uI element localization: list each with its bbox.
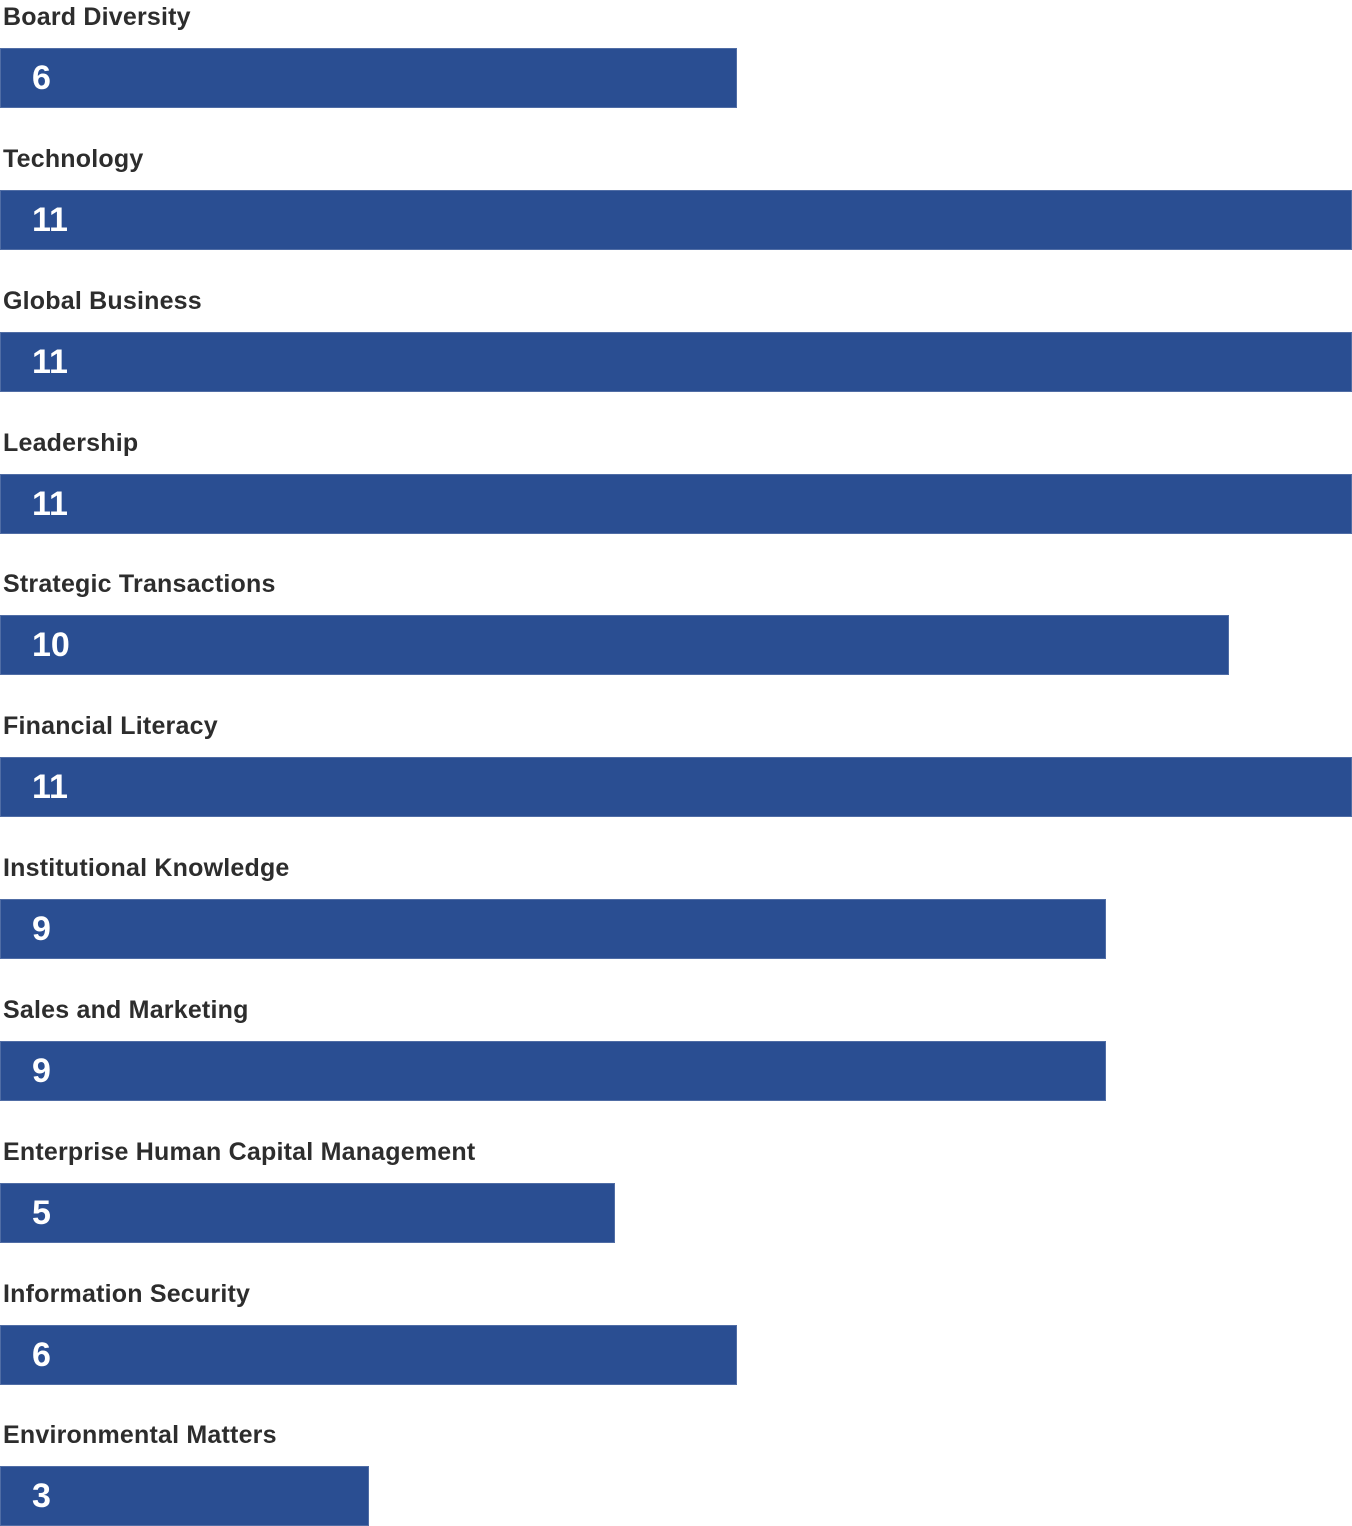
bar-value-label: 9 — [32, 1051, 51, 1090]
bar-value-label: 9 — [32, 910, 51, 949]
chart-row: Information Security 6 — [0, 1277, 1352, 1419]
category-label: Financial Literacy — [3, 712, 218, 741]
category-label: Environmental Matters — [3, 1421, 277, 1450]
category-label: Strategic Transactions — [3, 570, 276, 599]
bar: 3 — [0, 1466, 369, 1526]
bar-value-label: 11 — [32, 484, 68, 523]
bar: 5 — [0, 1182, 615, 1243]
bar-value-label: 3 — [32, 1477, 51, 1516]
chart-row: Institutional Knowledge 9 — [0, 851, 1352, 993]
category-label: Institutional Knowledge — [3, 854, 290, 883]
chart-row: Board Diversity 6 — [0, 0, 1352, 142]
category-label: Sales and Marketing — [3, 995, 249, 1024]
category-label: Leadership — [3, 428, 139, 457]
chart-row: Enterprise Human Capital Management 5 — [0, 1135, 1352, 1277]
chart-row: Environmental Matters 3 — [0, 1418, 1352, 1526]
bar: 6 — [0, 48, 738, 108]
bar-value-label: 6 — [32, 1335, 51, 1374]
chart-row: Leadership 11 — [0, 426, 1352, 568]
bar: 11 — [0, 757, 1352, 818]
category-label: Information Security — [3, 1279, 251, 1308]
category-label: Board Diversity — [3, 3, 191, 31]
bar: 9 — [0, 1040, 1107, 1101]
chart-row: Strategic Transactions 10 — [0, 567, 1352, 709]
bar-value-label: 6 — [32, 59, 51, 97]
category-label: Global Business — [3, 286, 202, 315]
bar-value-label: 5 — [32, 1193, 51, 1232]
bar: 10 — [0, 615, 1230, 676]
bar-value-label: 10 — [32, 626, 70, 665]
bar-value-label: 11 — [32, 768, 68, 807]
bar: 11 — [0, 189, 1352, 250]
category-label: Technology — [3, 144, 144, 173]
chart-row: Sales and Marketing 9 — [0, 993, 1352, 1135]
bar-value-label: 11 — [32, 200, 68, 239]
category-label: Enterprise Human Capital Management — [3, 1137, 476, 1166]
bar: 11 — [0, 473, 1352, 534]
bar-value-label: 11 — [32, 342, 68, 381]
chart-row: Financial Literacy 11 — [0, 709, 1352, 851]
chart-row: Global Business 11 — [0, 284, 1352, 426]
bar: 9 — [0, 899, 1107, 960]
chart-row: Technology 11 — [0, 142, 1352, 284]
bar: 6 — [0, 1324, 738, 1385]
bar: 11 — [0, 331, 1352, 392]
